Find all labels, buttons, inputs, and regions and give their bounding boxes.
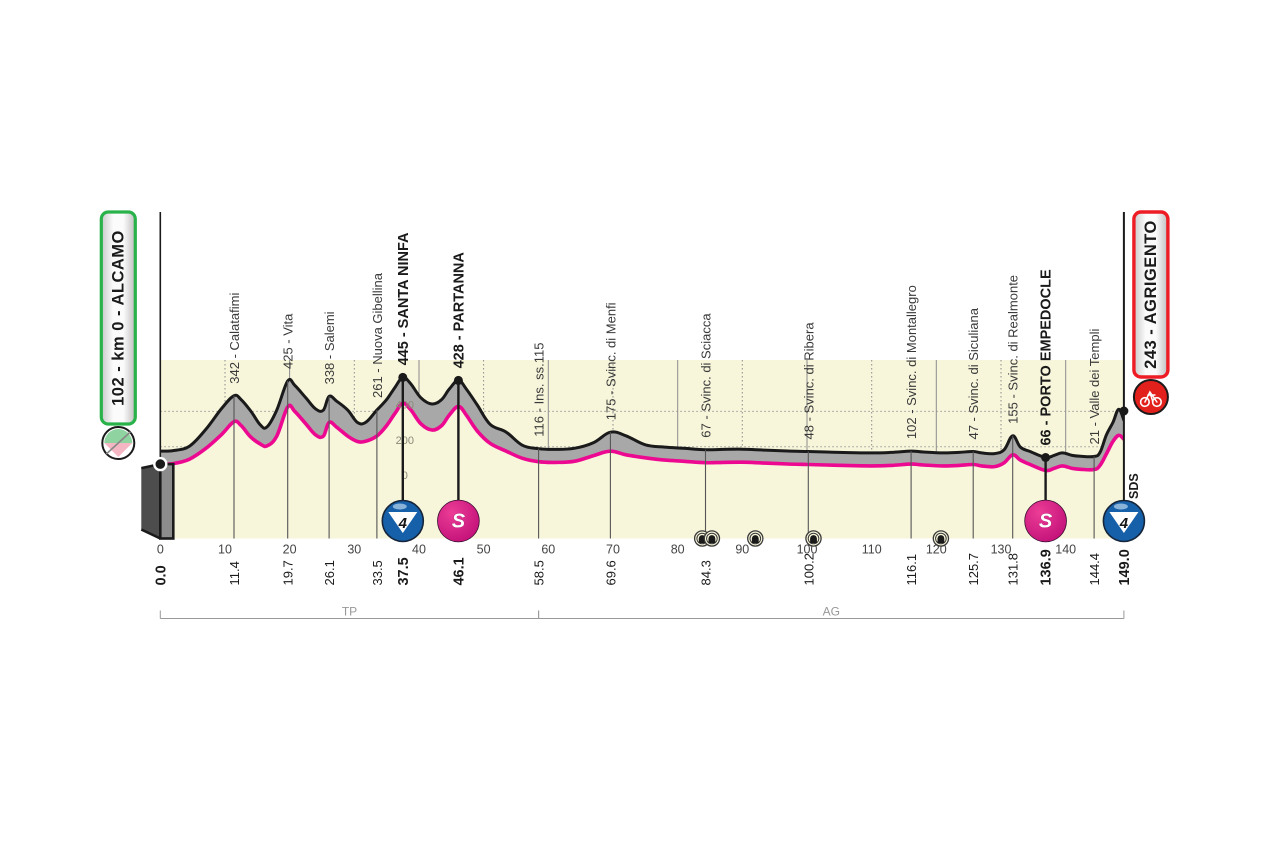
svg-text:20: 20	[283, 543, 297, 557]
svg-text:67 - Svinc. di Sciacca: 67 - Svinc. di Sciacca	[699, 313, 714, 438]
svg-text:58.5: 58.5	[532, 560, 547, 585]
svg-text:102 - km 0 - ALCAMO: 102 - km 0 - ALCAMO	[109, 230, 127, 406]
svg-text:4: 4	[398, 515, 408, 532]
svg-text:425 - Vita: 425 - Vita	[281, 313, 296, 369]
svg-text:338 - Salemi: 338 - Salemi	[322, 311, 337, 384]
svg-text:33.5: 33.5	[370, 560, 385, 585]
svg-text:66 - PORTO EMPEDOCLE: 66 - PORTO EMPEDOCLE	[1039, 269, 1055, 446]
svg-text:11.4: 11.4	[227, 561, 242, 585]
svg-text:0.0: 0.0	[153, 565, 169, 585]
svg-text:47 - Svinc. di Siculiana: 47 - Svinc. di Siculiana	[966, 307, 981, 439]
svg-text:S: S	[1039, 510, 1053, 532]
svg-text:26.1: 26.1	[322, 560, 337, 585]
svg-text:40: 40	[412, 543, 426, 557]
svg-text:70: 70	[606, 543, 620, 557]
svg-text:19.7: 19.7	[281, 560, 296, 585]
svg-text:342 - Calatafimi: 342 - Calatafimi	[227, 293, 242, 384]
svg-text:37.5: 37.5	[396, 557, 412, 585]
svg-text:116 - Ins. ss.115: 116 - Ins. ss.115	[532, 343, 547, 437]
svg-text:46.1: 46.1	[451, 557, 467, 585]
svg-text:110: 110	[862, 543, 882, 557]
svg-text:AG: AG	[823, 605, 840, 619]
svg-text:125.7: 125.7	[966, 553, 981, 586]
svg-text:TP: TP	[342, 605, 357, 619]
svg-text:102 - Svinc. di Montallegro: 102 - Svinc. di Montallegro	[904, 285, 919, 439]
svg-text:69.6: 69.6	[603, 560, 618, 585]
svg-text:90: 90	[735, 543, 749, 557]
svg-text:60: 60	[541, 543, 555, 557]
svg-text:136.9: 136.9	[1039, 549, 1055, 585]
svg-text:100.2: 100.2	[801, 553, 816, 586]
svg-text:261 - Nuova Gibellina: 261 - Nuova Gibellina	[370, 272, 385, 398]
svg-text:S: S	[452, 510, 466, 532]
svg-text:200: 200	[396, 435, 414, 447]
svg-text:30: 30	[347, 543, 361, 557]
svg-text:116.1: 116.1	[904, 554, 919, 586]
svg-text:SDS: SDS	[1127, 473, 1141, 499]
svg-text:400: 400	[396, 399, 414, 411]
svg-text:84.3: 84.3	[699, 560, 714, 585]
svg-text:140: 140	[1055, 543, 1076, 557]
svg-text:0: 0	[157, 543, 164, 557]
svg-text:10: 10	[218, 543, 232, 557]
svg-text:149.0: 149.0	[1117, 549, 1133, 585]
svg-text:445 - SANTA NINFA: 445 - SANTA NINFA	[396, 232, 412, 365]
svg-text:155 - Svinc. di Realmonte: 155 - Svinc. di Realmonte	[1006, 275, 1021, 424]
svg-text:131.8: 131.8	[1006, 553, 1021, 586]
svg-text:175 - Svinc. di Menfi: 175 - Svinc. di Menfi	[603, 302, 618, 420]
svg-text:4: 4	[1119, 515, 1129, 532]
svg-text:21 - Valle dei Templi: 21 - Valle dei Templi	[1087, 329, 1102, 445]
svg-text:243 - AGRIGENTO: 243 - AGRIGENTO	[1142, 220, 1160, 369]
svg-text:50: 50	[477, 543, 491, 557]
svg-text:80: 80	[671, 543, 685, 557]
svg-text:428 - PARTANNA: 428 - PARTANNA	[451, 252, 467, 369]
svg-text:144.4: 144.4	[1087, 553, 1102, 586]
svg-text:48 - Svinc. di Ribera: 48 - Svinc. di Ribera	[801, 322, 816, 440]
